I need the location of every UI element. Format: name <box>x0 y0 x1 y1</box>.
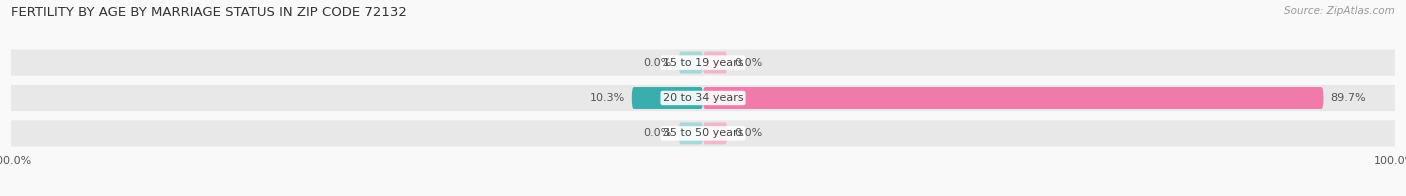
FancyBboxPatch shape <box>703 122 727 144</box>
Text: 89.7%: 89.7% <box>1330 93 1367 103</box>
Text: 35 to 50 years: 35 to 50 years <box>662 128 744 138</box>
FancyBboxPatch shape <box>8 85 1398 111</box>
FancyBboxPatch shape <box>631 87 703 109</box>
FancyBboxPatch shape <box>8 50 1398 76</box>
Text: 10.3%: 10.3% <box>589 93 624 103</box>
Text: 0.0%: 0.0% <box>734 58 762 68</box>
FancyBboxPatch shape <box>679 122 703 144</box>
Text: Source: ZipAtlas.com: Source: ZipAtlas.com <box>1284 6 1395 16</box>
FancyBboxPatch shape <box>8 120 1398 146</box>
Text: FERTILITY BY AGE BY MARRIAGE STATUS IN ZIP CODE 72132: FERTILITY BY AGE BY MARRIAGE STATUS IN Z… <box>11 6 408 19</box>
Text: 15 to 19 years: 15 to 19 years <box>662 58 744 68</box>
FancyBboxPatch shape <box>679 52 703 74</box>
Text: 0.0%: 0.0% <box>644 128 672 138</box>
Text: 0.0%: 0.0% <box>734 128 762 138</box>
Text: 20 to 34 years: 20 to 34 years <box>662 93 744 103</box>
Text: 0.0%: 0.0% <box>644 58 672 68</box>
FancyBboxPatch shape <box>703 52 727 74</box>
FancyBboxPatch shape <box>703 87 1323 109</box>
